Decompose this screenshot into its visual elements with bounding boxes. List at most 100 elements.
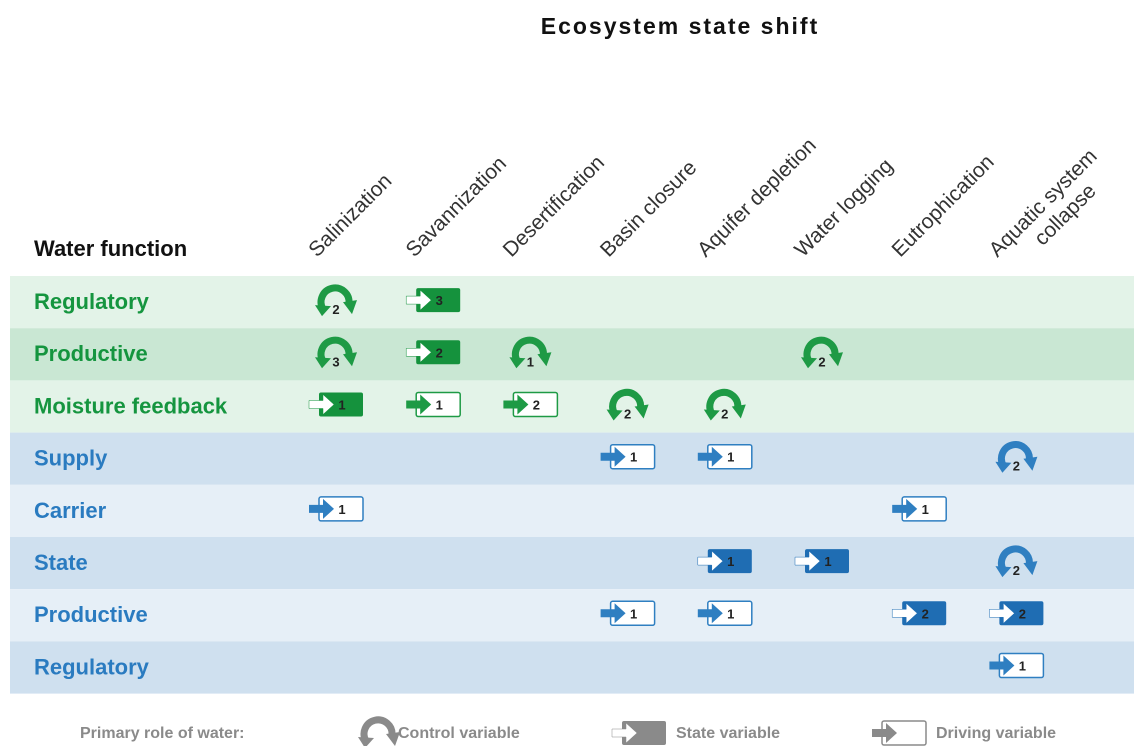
- column-label-line: Salinization: [304, 169, 396, 261]
- row-background: [10, 537, 1134, 590]
- arrow-head: [829, 352, 843, 367]
- row-label: Regulatory: [34, 654, 150, 679]
- state-arrow: [405, 289, 432, 311]
- cell-icon: 1: [600, 443, 656, 470]
- cell-icon: 1: [309, 496, 364, 522]
- arrow-head: [343, 300, 357, 315]
- state-arrow: [794, 550, 821, 572]
- row-label: Productive: [34, 341, 148, 366]
- driving-arrow: [600, 446, 626, 467]
- cell-icon: 1: [509, 336, 552, 369]
- arrow-head: [315, 305, 331, 317]
- state-arrow: [405, 341, 432, 363]
- driving-arrow: [697, 446, 723, 467]
- control-arc: [803, 336, 839, 364]
- title: Ecosystem state shift: [541, 13, 819, 39]
- cell-number: 2: [1019, 606, 1026, 621]
- cell-icon: 2: [606, 388, 649, 422]
- column-label-line: Desertification: [499, 151, 609, 261]
- arrow-head: [315, 357, 331, 369]
- state-arrow: [989, 602, 1015, 624]
- driving-arrow: [872, 723, 897, 743]
- control-arc: [609, 388, 645, 416]
- row-background: [10, 484, 1134, 537]
- arrow-head: [703, 409, 720, 421]
- arrow-head: [731, 404, 746, 419]
- row-background: [10, 641, 1134, 694]
- cell-icon: 2: [989, 601, 1044, 626]
- driving-arrow: [892, 498, 918, 519]
- state-arrow: [697, 550, 724, 572]
- arrow-head: [537, 352, 552, 367]
- column-label: Savannization: [401, 152, 511, 262]
- control-arc: [998, 545, 1033, 572]
- cell-number: 1: [922, 502, 929, 517]
- cell-number: 1: [630, 606, 637, 621]
- cell-icon: 2: [995, 545, 1038, 578]
- cell-number: 2: [624, 407, 631, 422]
- row-background: [10, 276, 1134, 329]
- row-label: Moisture feedback: [34, 393, 228, 418]
- row-label: Supply: [34, 446, 108, 471]
- cell-number: 2: [721, 407, 728, 422]
- row-label: Regulatory: [34, 289, 150, 314]
- cell-icon: 1: [989, 652, 1045, 679]
- driving-arrow: [697, 603, 723, 624]
- cell-number: 3: [436, 293, 443, 308]
- state-box: [902, 601, 947, 626]
- state-arrow: [891, 602, 918, 624]
- driving-arrow: [600, 603, 626, 624]
- cell-number: 1: [436, 398, 443, 413]
- row-header: Water function: [34, 236, 187, 261]
- cell-number: 1: [824, 554, 831, 569]
- state-box: [805, 549, 849, 574]
- cell-number: 3: [332, 354, 339, 369]
- row-label: Productive: [34, 602, 148, 627]
- arrow-head: [634, 404, 649, 419]
- row-label: Carrier: [34, 498, 107, 523]
- cell-icon: 1: [697, 443, 753, 470]
- cell-number: 1: [630, 450, 637, 465]
- driving-arrow: [406, 394, 432, 415]
- arrow-head: [1023, 561, 1038, 576]
- cell-number: 1: [727, 554, 734, 569]
- cell-number: 2: [922, 606, 929, 621]
- arrow-head: [358, 737, 374, 746]
- state-box: [999, 601, 1044, 626]
- state-box: [416, 340, 461, 365]
- column-label: Desertification: [499, 151, 609, 261]
- cell-number: 2: [818, 354, 825, 369]
- cell-number: 1: [727, 450, 734, 465]
- arrow-head: [801, 357, 817, 369]
- cell-icon: 1: [892, 496, 947, 522]
- cell-number: 2: [1013, 563, 1020, 578]
- driving-arrow: [503, 394, 529, 415]
- cell-icon: 1: [697, 549, 752, 574]
- legend-label: Control variable: [398, 725, 520, 742]
- column-label-line: Basin closure: [596, 156, 701, 261]
- arrow-head: [606, 409, 623, 421]
- state-box: [622, 721, 666, 745]
- cell-number: 1: [727, 606, 734, 621]
- cell-icon: 1: [794, 549, 849, 574]
- state-box: [416, 288, 461, 313]
- cell-number: 2: [533, 398, 540, 413]
- legend-label: Driving variable: [936, 725, 1056, 742]
- column-label-line: Savannization: [401, 152, 511, 262]
- column-label-line: Eutrophication: [887, 150, 998, 261]
- control-arc: [512, 336, 547, 364]
- cell-icon: 1: [406, 391, 461, 418]
- cell-icon: 2: [703, 388, 746, 422]
- legend-icon: [358, 716, 400, 746]
- control-arc: [706, 388, 742, 416]
- arrow-head: [386, 732, 400, 746]
- cell-number: 2: [1013, 459, 1020, 474]
- column-label: Eutrophication: [887, 150, 998, 261]
- control-arc: [998, 441, 1033, 468]
- arrow-head: [509, 357, 526, 369]
- column-label-line: Water logging: [790, 154, 897, 261]
- cell-number: 1: [1019, 659, 1026, 674]
- cell-icon: 1: [697, 600, 753, 627]
- column-label: Salinization: [304, 169, 396, 261]
